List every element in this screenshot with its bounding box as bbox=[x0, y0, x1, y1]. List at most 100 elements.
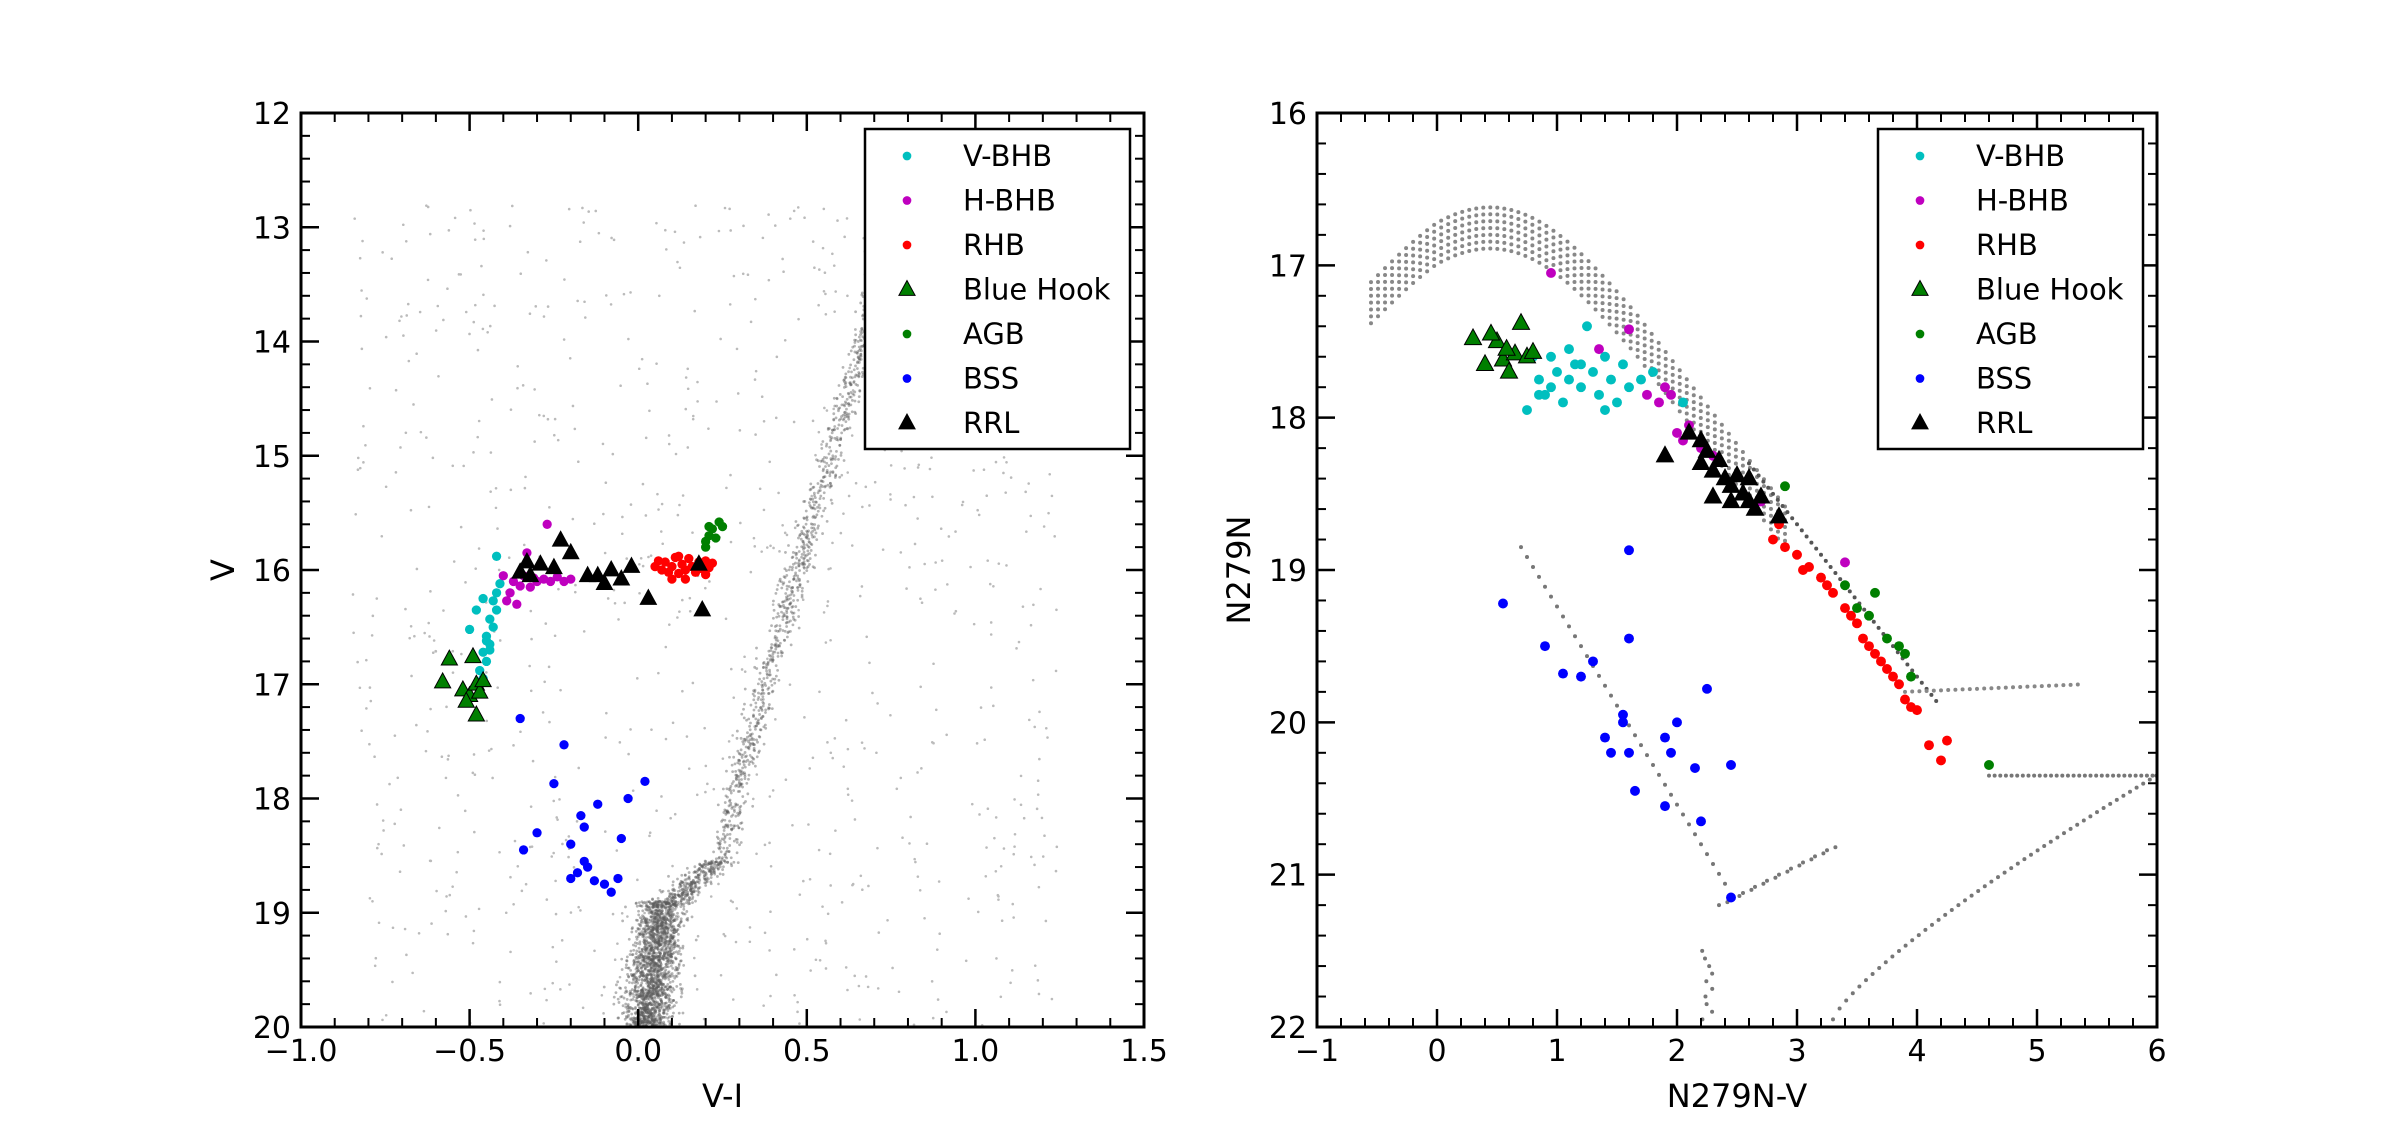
field-star bbox=[656, 492, 659, 496]
cluster-star bbox=[833, 436, 837, 440]
cluster-star bbox=[660, 939, 664, 943]
field-star bbox=[554, 879, 557, 883]
cluster-star bbox=[743, 765, 747, 769]
cluster-star bbox=[649, 971, 652, 974]
cluster-star bbox=[773, 677, 777, 681]
cluster-star bbox=[726, 860, 730, 864]
cluster-star bbox=[648, 900, 651, 904]
cluster-star bbox=[668, 994, 671, 998]
cluster-star bbox=[825, 469, 829, 472]
cluster-star bbox=[706, 867, 710, 871]
field-star bbox=[456, 850, 460, 854]
cluster-star bbox=[792, 617, 796, 621]
cluster-star bbox=[668, 892, 672, 896]
field-star bbox=[817, 848, 821, 852]
cluster-star bbox=[649, 920, 653, 924]
cluster-star bbox=[652, 992, 656, 995]
cluster-star bbox=[639, 952, 643, 956]
cluster-star bbox=[732, 808, 736, 812]
cluster-star bbox=[646, 942, 649, 946]
cluster-star bbox=[647, 925, 651, 929]
field-star bbox=[997, 898, 1000, 901]
model-dot bbox=[1369, 314, 1373, 319]
cluster-star bbox=[664, 898, 668, 901]
cluster-star bbox=[661, 915, 665, 919]
cluster-star bbox=[725, 846, 729, 850]
cluster-star bbox=[648, 963, 652, 966]
isochrone-dot bbox=[2128, 789, 2132, 794]
cluster-star bbox=[769, 657, 772, 661]
cluster-star bbox=[648, 961, 651, 965]
field-star bbox=[825, 409, 829, 412]
cluster-star bbox=[751, 743, 755, 746]
cluster-star bbox=[658, 924, 662, 928]
cluster-star bbox=[764, 726, 768, 730]
isochrone-dot bbox=[1723, 881, 1727, 886]
cluster-star bbox=[701, 864, 704, 868]
field-star bbox=[543, 987, 547, 991]
cluster-star bbox=[662, 982, 666, 986]
isochrone-dot bbox=[1669, 792, 1673, 797]
cluster-star bbox=[816, 482, 820, 485]
cluster-star bbox=[671, 980, 675, 983]
cluster-star bbox=[649, 910, 653, 914]
cluster-star bbox=[733, 824, 737, 828]
cluster-star bbox=[656, 955, 660, 958]
cluster-star bbox=[722, 829, 726, 832]
field-star bbox=[496, 527, 499, 530]
cluster-star bbox=[654, 923, 658, 927]
cluster-star bbox=[647, 970, 651, 974]
cluster-star bbox=[772, 599, 775, 603]
field-star bbox=[648, 831, 652, 835]
cluster-star bbox=[768, 653, 771, 657]
cluster-star bbox=[650, 977, 653, 980]
cluster-star bbox=[620, 957, 624, 961]
field-star bbox=[446, 932, 450, 936]
cluster-star bbox=[656, 1018, 659, 1022]
cluster-star bbox=[652, 902, 655, 905]
cluster-star bbox=[859, 349, 863, 353]
cluster-star bbox=[706, 877, 710, 881]
data-point bbox=[481, 656, 492, 667]
model-dot bbox=[1376, 286, 1381, 291]
field-star bbox=[754, 297, 757, 301]
cluster-star bbox=[666, 952, 670, 956]
model-dot bbox=[1488, 212, 1493, 217]
cluster-star bbox=[669, 935, 673, 939]
field-star bbox=[919, 685, 922, 689]
cluster-star bbox=[754, 717, 758, 721]
cluster-star bbox=[765, 669, 768, 673]
field-star bbox=[497, 568, 501, 572]
cluster-star bbox=[644, 993, 648, 997]
field-star bbox=[1022, 816, 1026, 820]
cluster-star bbox=[649, 990, 653, 993]
cluster-star bbox=[631, 973, 635, 977]
cluster-star bbox=[735, 851, 739, 855]
cluster-star bbox=[839, 438, 843, 441]
field-star bbox=[803, 216, 806, 219]
cluster-star bbox=[786, 594, 790, 598]
cluster-star bbox=[828, 474, 832, 478]
cluster-star bbox=[654, 990, 658, 993]
cluster-star bbox=[641, 932, 645, 936]
field-star bbox=[1038, 710, 1041, 714]
cluster-star bbox=[737, 826, 741, 830]
field-star bbox=[748, 926, 752, 929]
cluster-star bbox=[794, 551, 797, 555]
model-dot bbox=[1712, 434, 1717, 439]
cluster-star bbox=[667, 959, 671, 963]
field-star bbox=[846, 988, 849, 992]
cluster-star bbox=[650, 948, 654, 952]
field-star bbox=[462, 464, 465, 468]
cluster-star bbox=[811, 529, 815, 533]
cluster-star bbox=[800, 532, 803, 535]
isochrone-dot bbox=[1749, 887, 1754, 892]
field-star bbox=[876, 987, 880, 990]
isochrone-dot bbox=[1585, 654, 1589, 659]
cluster-star bbox=[690, 892, 693, 895]
cluster-star bbox=[656, 912, 659, 916]
cluster-star bbox=[675, 975, 679, 978]
cluster-star bbox=[647, 1011, 651, 1015]
cluster-star bbox=[655, 929, 659, 933]
cluster-star bbox=[660, 923, 663, 927]
